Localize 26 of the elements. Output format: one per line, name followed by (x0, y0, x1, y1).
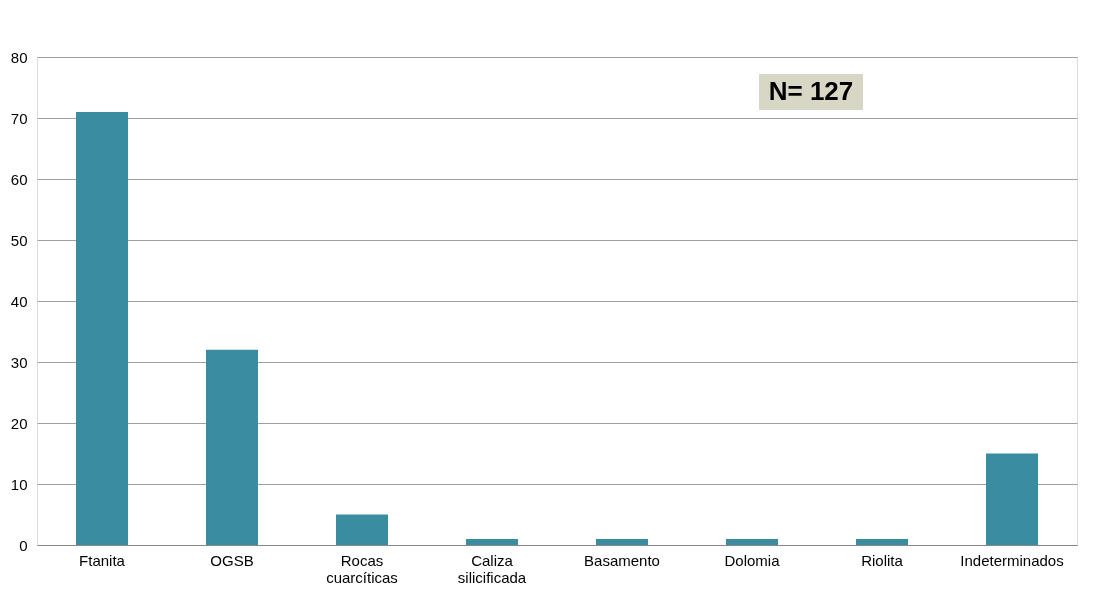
bar (986, 453, 1038, 545)
y-tick-label: 70 (10, 109, 28, 127)
x-tick-label: Riolita (861, 551, 904, 569)
y-tick-label: 30 (10, 353, 28, 371)
x-tick-label: Indeterminados (960, 551, 1064, 569)
bar (726, 538, 778, 545)
bar (856, 538, 908, 545)
y-tick-label: 20 (10, 414, 28, 432)
x-tick-label: OGSB (210, 551, 254, 569)
bar (206, 349, 258, 545)
x-tick-label: Caliza silicificada (457, 551, 527, 586)
x-tick-label: Rocas cuarcíticas (326, 551, 398, 586)
x-tick-label: Basamento (584, 551, 660, 569)
y-tick-label: 60 (10, 170, 28, 188)
y-tick-label: 80 (10, 48, 28, 66)
bar (466, 538, 518, 545)
y-tick-label: 50 (10, 231, 28, 249)
bar (596, 538, 648, 545)
y-tick-label: 10 (10, 475, 28, 493)
y-tick-label: 40 (10, 292, 28, 310)
bar (76, 111, 128, 545)
x-tick-label: Dolomia (724, 551, 781, 569)
bar (336, 514, 388, 545)
annotation: N= 127 (768, 76, 854, 106)
x-tick-label: Ftanita (79, 551, 126, 569)
y-tick-label: 0 (19, 536, 28, 554)
